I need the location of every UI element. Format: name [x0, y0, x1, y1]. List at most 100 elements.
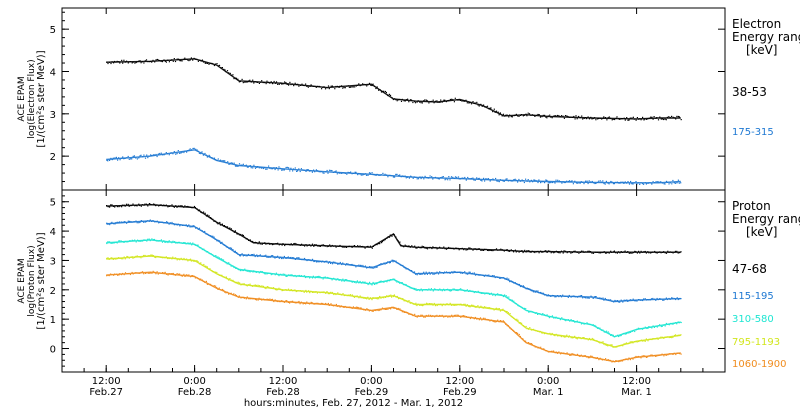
data-point-47-68 — [526, 250, 528, 252]
data-point-175-315 — [396, 173, 398, 175]
data-point-175-315 — [265, 168, 267, 170]
data-point-47-68 — [469, 247, 471, 249]
data-point-175-315 — [497, 180, 499, 182]
data-point-47-68 — [288, 243, 290, 245]
data-point-47-68 — [342, 246, 344, 248]
data-point-1060-1900 — [545, 350, 547, 352]
data-point-1060-1900 — [120, 274, 123, 276]
data-point-38-53 — [318, 85, 320, 87]
data-point-310-580 — [551, 315, 553, 317]
data-point-115-195 — [189, 226, 191, 228]
data-point-310-580 — [664, 325, 666, 327]
data-point-115-195 — [156, 220, 158, 222]
data-point-175-315 — [590, 181, 592, 183]
data-point-175-315 — [598, 180, 600, 182]
data-point-47-68 — [185, 206, 187, 208]
data-point-38-53 — [113, 60, 116, 63]
data-point-310-580 — [595, 325, 597, 327]
data-point-38-53 — [639, 118, 641, 120]
data-point-115-195 — [502, 277, 504, 279]
data-point-310-580 — [447, 288, 449, 290]
data-point-310-580 — [315, 276, 317, 278]
data-point-175-315 — [135, 157, 137, 159]
data-point-38-53 — [448, 99, 450, 102]
data-point-115-195 — [249, 254, 251, 257]
data-point-175-315 — [242, 163, 244, 165]
data-point-175-315 — [166, 153, 169, 155]
data-point-47-68 — [151, 204, 153, 206]
data-point-1060-1900 — [493, 320, 495, 323]
data-point-38-53 — [626, 117, 628, 119]
data-point-310-580 — [235, 267, 238, 269]
data-point-310-580 — [164, 241, 166, 243]
data-point-47-68 — [480, 249, 482, 251]
data-point-115-195 — [608, 299, 610, 301]
data-point-795-1193 — [518, 322, 520, 324]
data-point-38-53 — [582, 118, 584, 120]
data-point-38-53 — [373, 85, 376, 87]
data-point-175-315 — [296, 170, 298, 172]
data-point-115-195 — [412, 272, 414, 274]
data-point-1060-1900 — [147, 272, 149, 274]
data-point-795-1193 — [128, 257, 130, 259]
data-point-310-580 — [312, 275, 314, 277]
data-point-310-580 — [337, 278, 339, 280]
data-point-175-315 — [273, 167, 275, 169]
data-point-310-580 — [430, 288, 432, 290]
data-point-175-315 — [428, 177, 430, 179]
data-point-310-580 — [439, 288, 441, 290]
data-point-795-1193 — [426, 302, 428, 304]
data-point-795-1193 — [607, 345, 609, 347]
data-point-47-68 — [393, 234, 395, 236]
data-point-47-68 — [455, 247, 457, 249]
data-point-38-53 — [179, 60, 181, 62]
data-point-175-315 — [172, 153, 174, 155]
data-point-795-1193 — [212, 271, 214, 273]
data-point-1060-1900 — [349, 306, 351, 308]
data-point-115-195 — [205, 233, 207, 235]
data-point-795-1193 — [124, 258, 126, 260]
data-point-38-53 — [462, 100, 465, 102]
data-point-38-53 — [151, 61, 153, 63]
data-point-47-68 — [158, 205, 160, 207]
data-point-310-580 — [330, 278, 332, 280]
data-point-38-53 — [557, 114, 559, 117]
data-point-115-195 — [116, 221, 118, 223]
legend-item-175-315: 175-315 — [732, 127, 774, 138]
data-point-310-580 — [370, 283, 372, 285]
data-point-115-195 — [597, 297, 599, 299]
data-point-1060-1900 — [432, 315, 434, 317]
data-point-310-580 — [644, 326, 646, 328]
data-point-795-1193 — [112, 258, 114, 260]
data-point-310-580 — [450, 290, 452, 292]
data-point-47-68 — [522, 251, 524, 254]
data-point-47-68 — [559, 252, 561, 254]
data-point-1060-1900 — [289, 302, 291, 304]
data-point-47-68 — [132, 203, 134, 205]
data-point-1060-1900 — [573, 353, 575, 355]
data-point-175-315 — [680, 182, 682, 184]
data-point-795-1193 — [450, 304, 453, 306]
data-point-795-1193 — [649, 338, 651, 340]
data-point-175-315 — [465, 179, 467, 181]
data-point-38-53 — [535, 114, 537, 116]
data-point-47-68 — [341, 246, 343, 248]
data-point-175-315 — [339, 172, 341, 174]
data-point-1060-1900 — [156, 271, 158, 273]
data-point-47-68 — [676, 250, 678, 252]
data-point-38-53 — [519, 114, 521, 116]
data-point-38-53 — [567, 116, 569, 118]
data-point-175-315 — [170, 152, 172, 154]
data-point-1060-1900 — [441, 314, 443, 316]
data-point-47-68 — [495, 248, 498, 250]
data-point-1060-1900 — [281, 300, 283, 302]
data-point-310-580 — [517, 304, 519, 307]
data-point-310-580 — [235, 267, 237, 269]
data-point-38-53 — [466, 102, 468, 104]
data-point-795-1193 — [136, 255, 138, 257]
data-point-795-1193 — [131, 256, 133, 258]
data-point-115-195 — [352, 264, 355, 266]
proton-ytick-label: 3 — [50, 256, 56, 267]
data-point-1060-1900 — [519, 335, 521, 338]
data-point-795-1193 — [286, 289, 288, 291]
